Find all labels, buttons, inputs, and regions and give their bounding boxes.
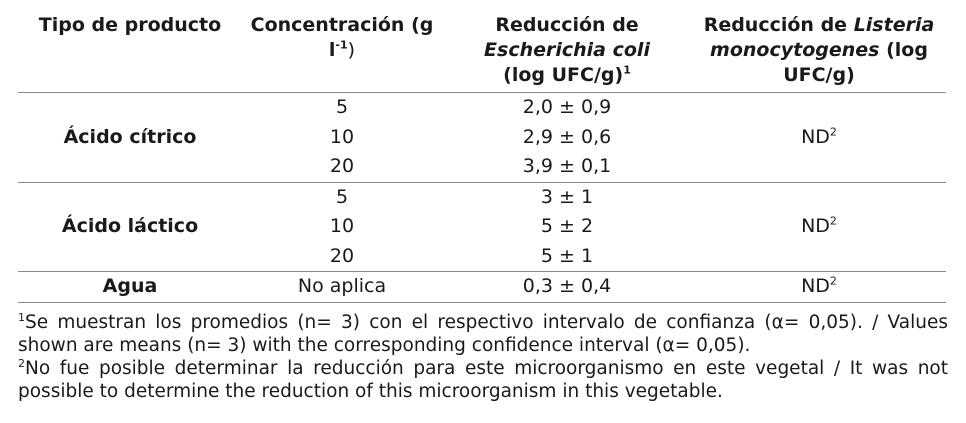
table-row: 10 5 ± 2 bbox=[18, 212, 946, 242]
concentration-cell: 20 bbox=[242, 152, 442, 183]
ecoli-cell: 2,0 ± 0,9 bbox=[522, 96, 612, 119]
footnote-1: 1Se muestran los promedios (n= 3) con el… bbox=[18, 310, 948, 356]
concentration-cell: No aplica bbox=[242, 271, 442, 303]
results-table: Tipo de producto Concentración (g l-1) R… bbox=[18, 5, 946, 303]
concentration-cell: 5 bbox=[335, 96, 349, 119]
table-row: 20 5 ± 1 bbox=[18, 241, 946, 272]
product-citric: Ácido cítrico bbox=[18, 92, 242, 183]
product-lactic: Ácido láctico bbox=[18, 182, 242, 272]
listeria-water: ND2 bbox=[692, 271, 946, 303]
ecoli-cell: 5 ± 2 bbox=[540, 215, 594, 238]
table-row: 20 3,9 ± 0,1 bbox=[18, 152, 946, 183]
table-row: Ácido láctico 5 3 ± 1 ND2 bbox=[18, 182, 946, 272]
table-row: Agua No aplica 0,3 ± 0,4 ND2 bbox=[18, 271, 946, 303]
footnote-2: 2No fue posible determinar la reducción … bbox=[18, 356, 948, 402]
header-row: Tipo de producto Concentración (g l-1) R… bbox=[18, 5, 946, 93]
table-row: Ácido cítrico 5 2,0 ± 0,9 ND2 bbox=[18, 92, 946, 183]
table-row: 10 2,9 ± 0,6 bbox=[18, 123, 946, 153]
header-listeria: Reducción de Listeria monocytogenes (log… bbox=[692, 5, 946, 93]
ecoli-cell: 5 ± 1 bbox=[442, 241, 692, 272]
ecoli-cell: 3 ± 1 bbox=[540, 185, 594, 208]
product-water: Agua bbox=[18, 271, 242, 303]
concentration-cell: 10 bbox=[329, 125, 355, 148]
header-concentration: Concentración (g l-1) bbox=[242, 5, 442, 93]
concentration-cell: 20 bbox=[242, 241, 442, 272]
listeria-citric: ND2 bbox=[692, 92, 946, 183]
concentration-cell: 5 bbox=[335, 185, 349, 208]
concentration-cell: 10 bbox=[329, 215, 355, 238]
header-ecoli: Reducción de Escherichia coli (log UFC/g)1 bbox=[442, 5, 692, 93]
listeria-lactic: ND2 bbox=[692, 182, 946, 272]
ecoli-cell: 0,3 ± 0,4 bbox=[442, 271, 692, 303]
header-product: Tipo de producto bbox=[18, 5, 242, 93]
ecoli-cell: 2,9 ± 0,6 bbox=[522, 125, 612, 148]
ecoli-cell: 3,9 ± 0,1 bbox=[442, 152, 692, 183]
footnotes: 1Se muestran los promedios (n= 3) con el… bbox=[18, 311, 948, 403]
